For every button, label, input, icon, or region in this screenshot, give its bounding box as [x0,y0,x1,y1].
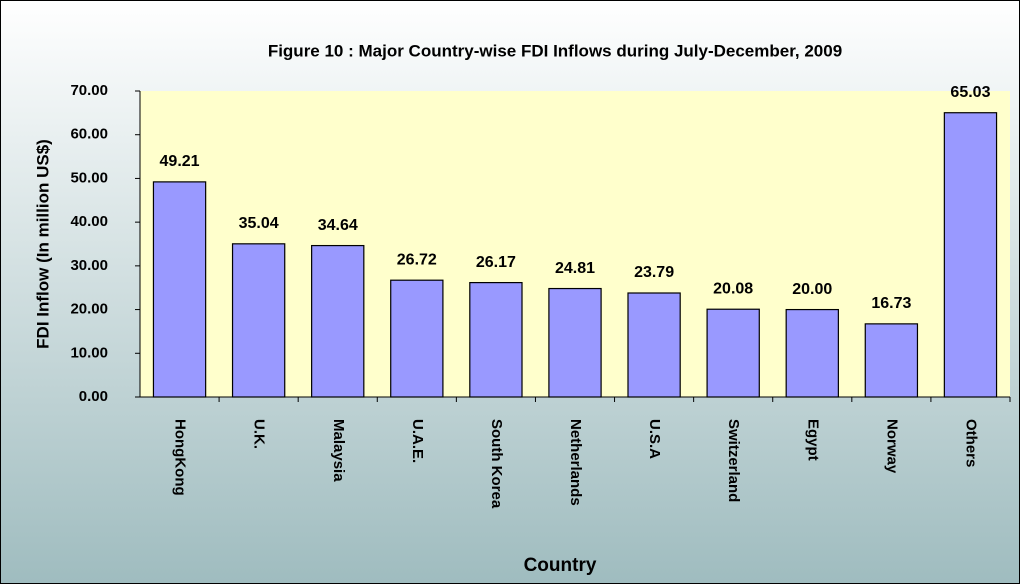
x-tick-label: Norway [883,419,900,474]
x-tick-label: Netherlands [567,419,584,506]
y-tick-label: 50.00 [70,169,108,186]
x-axis-label: Country [524,555,597,576]
x-tick-label: Switzerland [725,419,742,502]
bar [548,287,602,398]
data-label: 49.21 [160,153,200,170]
x-tick-label: HongKong [172,419,189,496]
data-label: 35.04 [239,215,279,232]
bar [231,243,286,398]
y-tick-label: 20.00 [70,301,108,318]
bar [311,244,365,398]
y-tick-label: 40.00 [70,213,108,230]
y-tick-label: 0.00 [79,388,108,405]
y-tick-label: 60.00 [70,126,108,143]
chart-title: Figure 10 : Major Country-wise FDI Inflo… [268,41,842,60]
x-tick-label: U.K. [251,419,268,449]
bar [785,308,839,398]
y-tick-label: 70.00 [70,82,108,99]
bar [390,279,444,398]
bar [469,281,523,398]
data-label: 26.72 [397,251,437,268]
data-label: 20.08 [713,280,753,297]
bar [943,112,998,398]
x-tick-label: Others [962,419,979,467]
bar [864,323,919,398]
x-tick-label: South Korea [488,419,505,509]
data-label: 20.00 [792,281,832,298]
x-tick-label: Egypt [804,419,821,461]
x-tick-label: U.A.E. [409,419,426,463]
x-tick-label: U.S.A [646,419,663,459]
data-label: 23.79 [634,264,674,281]
data-label: 26.17 [476,254,516,271]
x-tick-label: Malaysia [330,419,347,482]
data-label: 65.03 [950,84,990,101]
data-label: 34.64 [318,217,358,234]
data-label: 24.81 [555,260,595,277]
y-axis-label: FDI Inflow (In million US$) [33,139,52,349]
data-label: 16.73 [871,295,911,312]
y-tick-label: 10.00 [70,344,108,361]
y-tick-label: 30.00 [70,257,108,274]
bar [627,292,681,398]
bar [152,181,207,398]
bar [706,308,760,398]
